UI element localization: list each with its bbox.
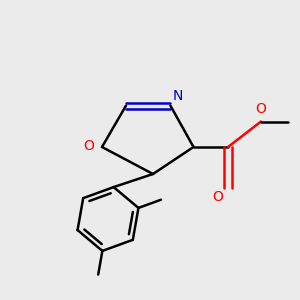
Text: O: O bbox=[213, 190, 224, 204]
Text: N: N bbox=[173, 89, 183, 103]
Text: O: O bbox=[84, 140, 94, 153]
Text: O: O bbox=[256, 102, 266, 116]
